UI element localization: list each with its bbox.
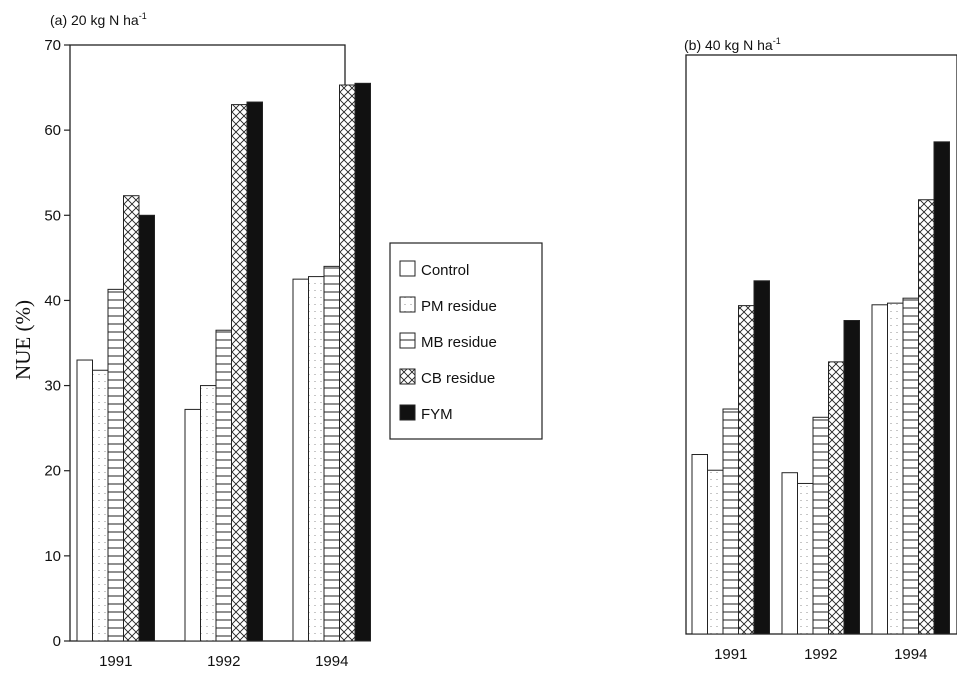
y-axis-label: NUE (%) xyxy=(11,300,35,380)
legend-label-mb-residue: MB residue xyxy=(421,334,497,351)
bar-a-1992-cb-residue xyxy=(232,105,248,641)
panel-a-title-sup: -1 xyxy=(139,11,147,21)
y-tick-label-0: 0 xyxy=(53,633,61,650)
legend-item-cb-residue: CB residue xyxy=(400,369,495,387)
legend-swatch-fym xyxy=(400,405,415,420)
x-tick-label-a-1991: 1991 xyxy=(99,653,132,670)
bar-a-1994-fym xyxy=(355,83,371,641)
bar-a-1994-pm-residue xyxy=(309,277,325,641)
bar-a-1994-cb-residue xyxy=(340,85,356,641)
panel-a-title: (a) 20 kg N ha-1 xyxy=(50,11,147,28)
bar-b-1994-pm-residue xyxy=(888,303,904,634)
bar-b-1994-fym xyxy=(934,142,950,634)
legend-item-pm-residue: PM residue xyxy=(400,297,497,315)
bar-b-1992-control xyxy=(782,473,798,634)
bar-a-1992-mb-residue xyxy=(216,330,232,641)
bar-a-1994-control xyxy=(293,279,309,641)
bar-b-1992-cb-residue xyxy=(829,362,845,634)
panel-b-title-main: (b) 40 kg N ha xyxy=(684,37,773,53)
bar-a-1991-fym xyxy=(139,215,155,641)
y-tick-label-70: 70 xyxy=(44,37,61,54)
panel-b-plot: 1991 1992 1994 xyxy=(686,55,957,663)
bar-b-1991-fym xyxy=(754,281,770,634)
bar-b-1992-fym xyxy=(844,321,860,634)
y-tick-label-60: 60 xyxy=(44,122,61,139)
legend-swatch-control xyxy=(400,261,415,276)
bar-b-1994-mb-residue xyxy=(903,298,919,634)
bar-a-1991-cb-residue xyxy=(124,196,140,641)
legend-swatch-mb-residue xyxy=(400,333,415,348)
panel-b: (b) 40 kg N ha-1 1991 1992 1994 xyxy=(684,36,957,663)
bar-b-1991-pm-residue xyxy=(708,470,724,634)
y-tick-label-50: 50 xyxy=(44,207,61,224)
legend-item-mb-residue: MB residue xyxy=(400,333,497,351)
x-tick-label-b-1992: 1992 xyxy=(804,646,837,663)
x-tick-label-b-1994: 1994 xyxy=(894,646,927,663)
panel-a-title-main: (a) 20 kg N ha xyxy=(50,12,139,28)
legend-label-fym: FYM xyxy=(421,406,453,423)
legend: Control PM residue MB residue CB residue… xyxy=(390,243,542,439)
legend-item-control: Control xyxy=(400,261,469,279)
bar-a-1992-fym xyxy=(247,102,263,641)
bar-b-1992-mb-residue xyxy=(813,417,829,634)
legend-swatch-cb-residue xyxy=(400,369,415,384)
legend-label-pm-residue: PM residue xyxy=(421,298,497,315)
y-tick-label-20: 20 xyxy=(44,463,61,480)
legend-label-control: Control xyxy=(421,262,469,279)
x-tick-label-a-1992: 1992 xyxy=(207,653,240,670)
panel-a-plot: 0 10 20 30 40 50 60 70 1991 1992 1994 xyxy=(44,37,370,670)
bar-b-1992-pm-residue xyxy=(798,483,814,634)
x-tick-label-a-1994: 1994 xyxy=(315,653,348,670)
x-tick-label-b-1991: 1991 xyxy=(714,646,747,663)
y-tick-label-10: 10 xyxy=(44,548,61,565)
panel-b-title: (b) 40 kg N ha-1 xyxy=(684,36,781,53)
bar-a-1991-control xyxy=(77,360,93,641)
bar-b-1991-control xyxy=(692,455,708,634)
legend-swatch-pm-residue xyxy=(400,297,415,312)
y-tick-label-30: 30 xyxy=(44,378,61,395)
bar-b-1994-cb-residue xyxy=(919,200,935,634)
bar-b-1991-cb-residue xyxy=(739,306,755,634)
y-tick-label-40: 40 xyxy=(44,292,61,309)
legend-item-fym: FYM xyxy=(400,405,453,423)
bar-b-1991-mb-residue xyxy=(723,409,739,634)
bar-a-1991-mb-residue xyxy=(108,289,124,641)
bar-b-1994-control xyxy=(872,305,888,634)
bar-a-1991-pm-residue xyxy=(93,370,109,641)
legend-label-cb-residue: CB residue xyxy=(421,370,495,387)
panel-a: (a) 20 kg N ha-1 0 10 20 30 40 50 60 70 1991 1992… xyxy=(11,11,371,670)
bar-a-1992-control xyxy=(185,409,201,641)
panel-b-title-sup: -1 xyxy=(773,36,781,46)
bar-a-1992-pm-residue xyxy=(201,386,217,641)
bar-a-1994-mb-residue xyxy=(324,266,340,641)
